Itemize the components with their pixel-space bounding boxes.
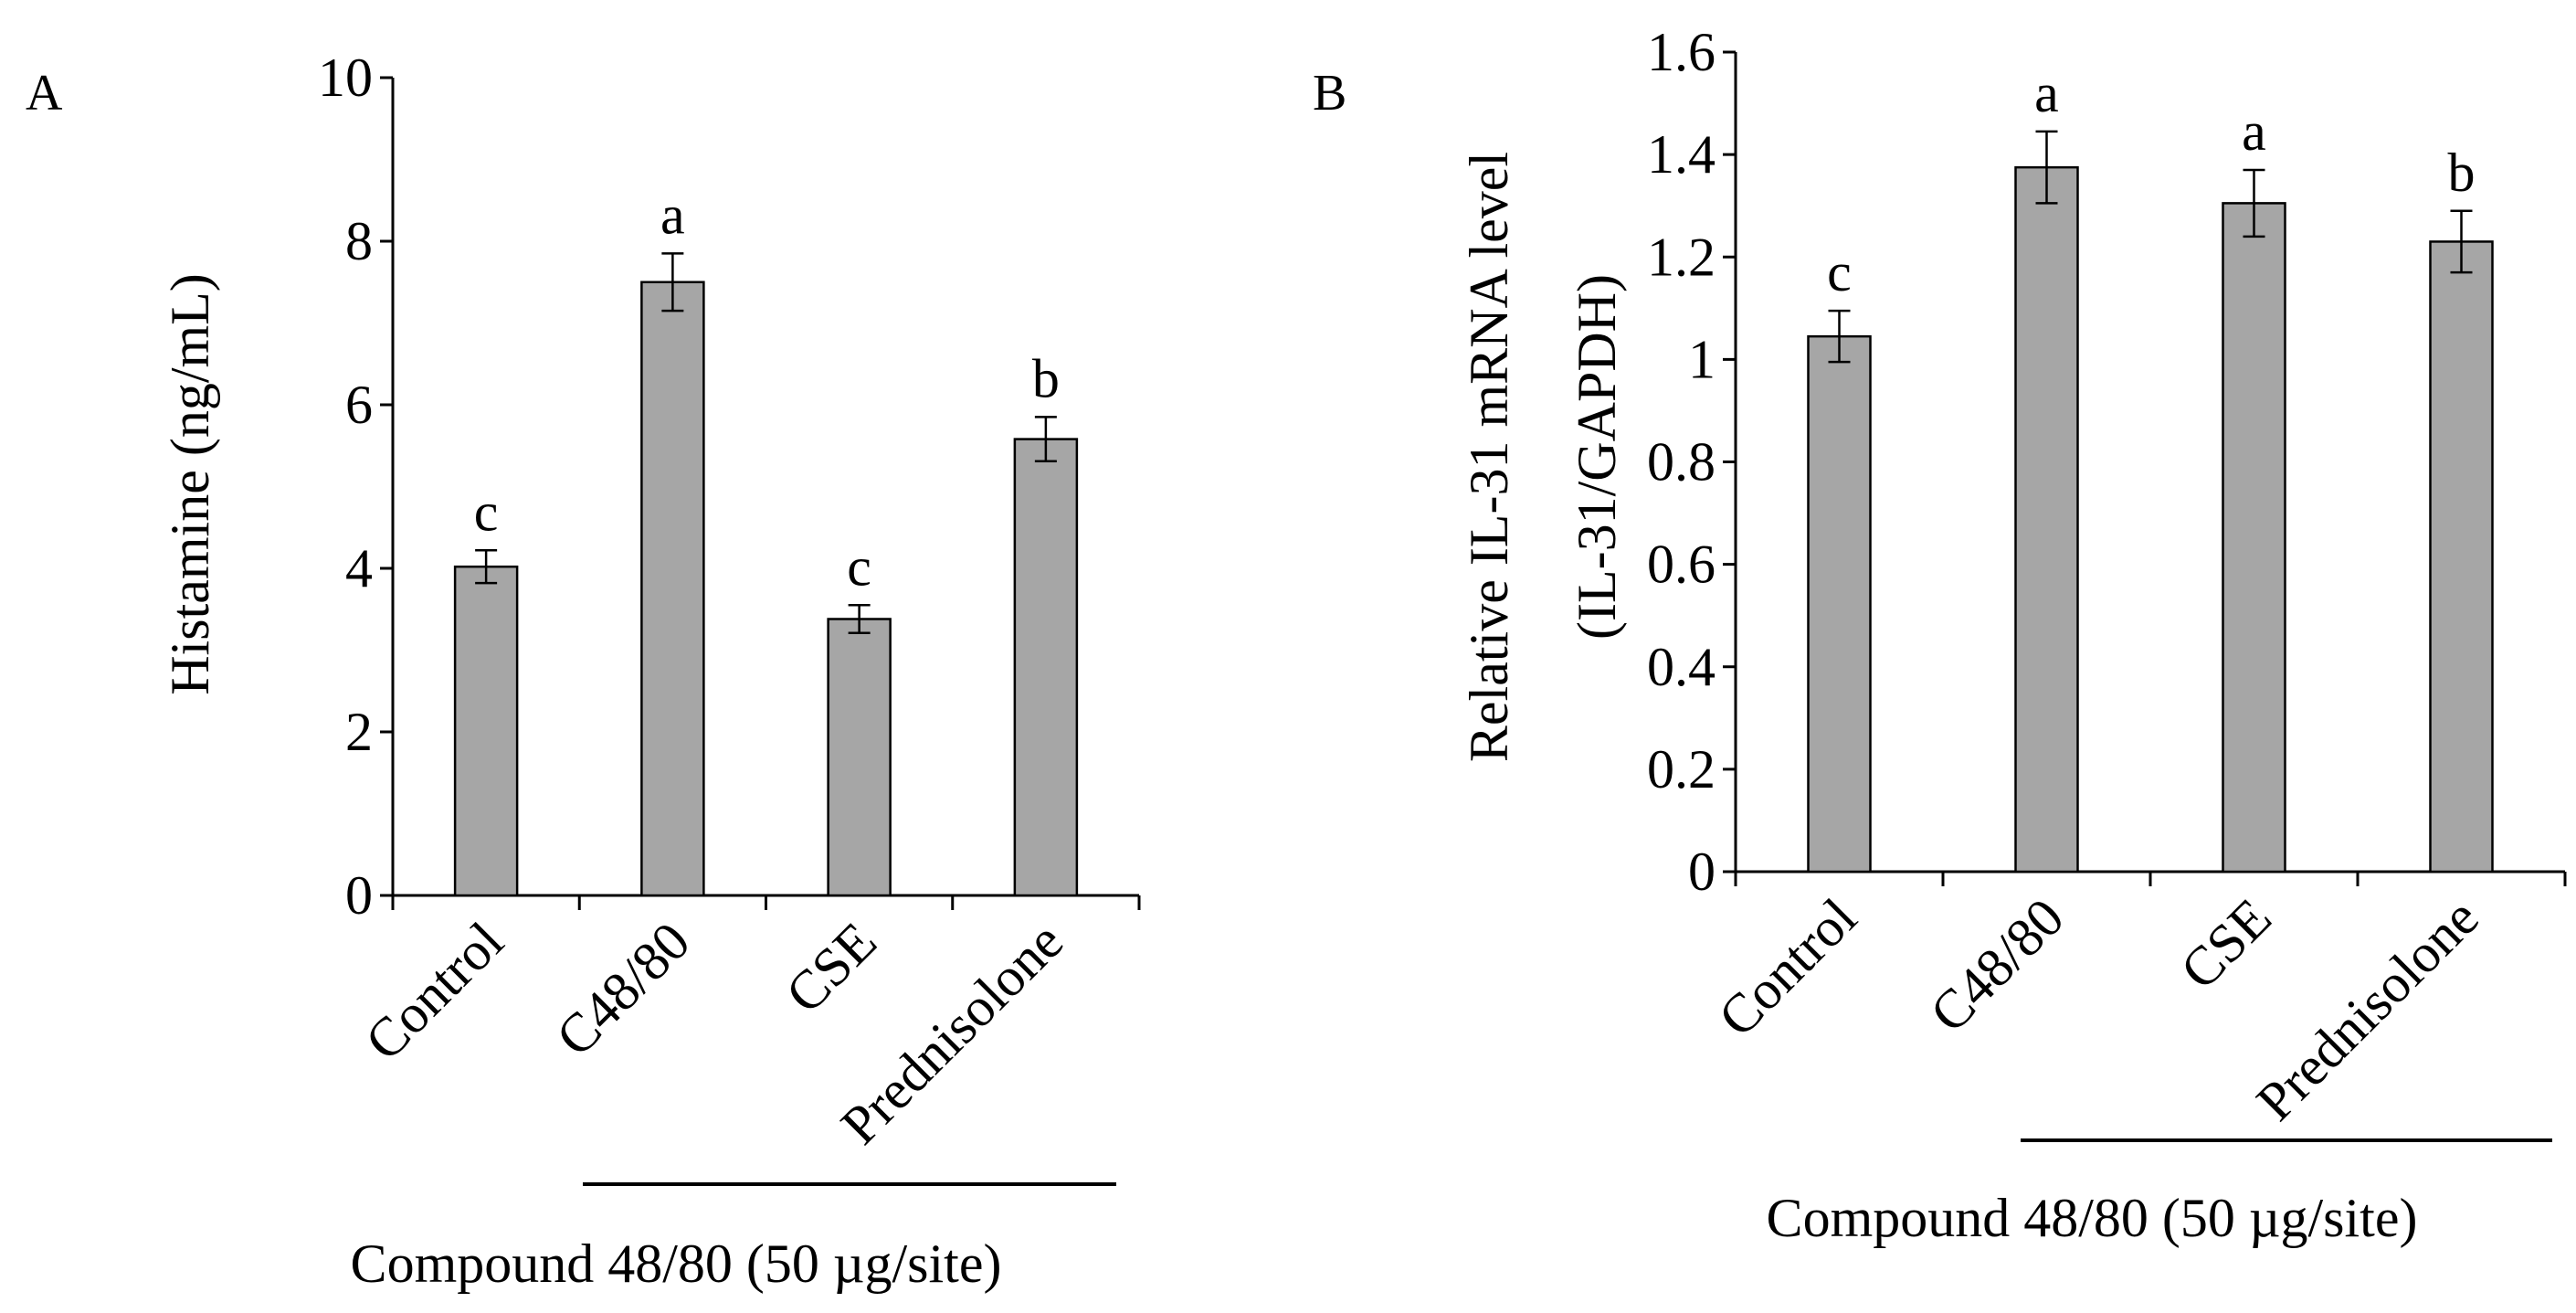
panel-a-significance-letter: b [1032, 348, 1060, 408]
panel-a-error-bars [475, 252, 1057, 634]
panel-b-y-axis-label-line1: Relative IL-31 mRNA level [1459, 152, 1519, 762]
panel-b-significance-letter: a [2034, 63, 2059, 123]
panel-b-y-tick-label: 0.4 [1647, 637, 1716, 697]
panel-b-y-tick-label: 0.6 [1647, 535, 1716, 595]
panel-b-bars [1807, 165, 2494, 874]
panel-a-significance-letters: c a c b [474, 185, 1060, 597]
panel-b-bar-c48-80 [2014, 165, 2079, 874]
panel-b-y-tick-label: 1.2 [1647, 227, 1716, 287]
panel-b-y-tick-label: 0.2 [1647, 739, 1716, 799]
panel-b-bar-control [1807, 334, 1872, 874]
panel-b-y-ticks: 0 0.2 0.4 0.6 0.8 1 1.2 1.4 1.6 [1647, 22, 1736, 902]
panel-b-significance-letter: a [2242, 101, 2266, 162]
panel-a-y-tick-label: 2 [345, 702, 373, 762]
panel-b-category-label: CSE [2169, 887, 2282, 1001]
panel-a-bar-prednisolone [1013, 438, 1079, 897]
panel-b-y-tick-label: 1 [1688, 329, 1716, 389]
panel-a: A Histamine (ng/mL) 0 2 4 6 8 10 c a c b Control… [26, 48, 1141, 1294]
panel-b-category-label: Control [1707, 887, 1868, 1048]
panel-a-bar-c48-80 [640, 281, 705, 897]
panel-b-y-tick-label: 0.8 [1647, 432, 1716, 492]
panel-a-y-tick-label: 0 [345, 865, 373, 926]
panel-a-bar-cse [827, 618, 892, 897]
panel-a-label: A [26, 65, 63, 122]
panel-a-category-label: CSE [774, 911, 887, 1024]
panel-b-y-tick-label: 0 [1688, 842, 1716, 902]
panel-b-category-label: Prednisolone [2245, 887, 2490, 1132]
panel-b-error-bars [1828, 130, 2473, 364]
panel-b-significance-letter: b [2448, 143, 2476, 203]
panel-a-y-axis-label: Histamine (ng/mL) [160, 273, 220, 695]
panel-b-y-tick-label: 1.6 [1647, 22, 1716, 82]
panel-b-y-tick-label: 1.4 [1647, 124, 1716, 185]
panel-b-bar-prednisolone [2429, 240, 2494, 874]
panel-b-bar-cse [2222, 202, 2286, 874]
panel-b-category-label: C48/80 [1918, 887, 2075, 1044]
panel-b-y-axis-label-line2: (IL-31/GAPDH) [1567, 274, 1627, 640]
panel-b-significance-letters: c a a b [1827, 63, 2475, 302]
panel-b-x-ticks [1734, 872, 2567, 886]
panel-b: B Relative IL-31 mRNA level (IL-31/GAPDH… [1313, 22, 2567, 1248]
panel-a-significance-letter: c [847, 536, 871, 597]
panel-a-y-tick-label: 10 [318, 48, 373, 108]
panel-a-y-tick-label: 4 [345, 538, 373, 598]
panel-a-significance-letter: a [660, 185, 685, 245]
panel-a-group-label: Compound 48/80 (50 µg/site) [351, 1234, 1002, 1294]
panel-a-y-tick-label: 6 [345, 375, 373, 435]
panel-a-category-label: Control [354, 911, 514, 1072]
panel-b-group-label: Compound 48/80 (50 µg/site) [1767, 1188, 2418, 1248]
panel-b-label: B [1313, 65, 1346, 122]
panel-b-significance-letter: c [1827, 242, 1852, 302]
panel-a-bars [453, 281, 1079, 897]
panel-a-y-tick-label: 8 [345, 211, 373, 271]
panel-a-category-label: C48/80 [544, 911, 702, 1068]
panel-a-x-ticks [391, 895, 1141, 910]
panel-a-bar-control [453, 565, 519, 897]
panel-a-significance-letter: c [474, 482, 499, 542]
panel-a-y-ticks: 0 2 4 6 8 10 [318, 48, 393, 926]
